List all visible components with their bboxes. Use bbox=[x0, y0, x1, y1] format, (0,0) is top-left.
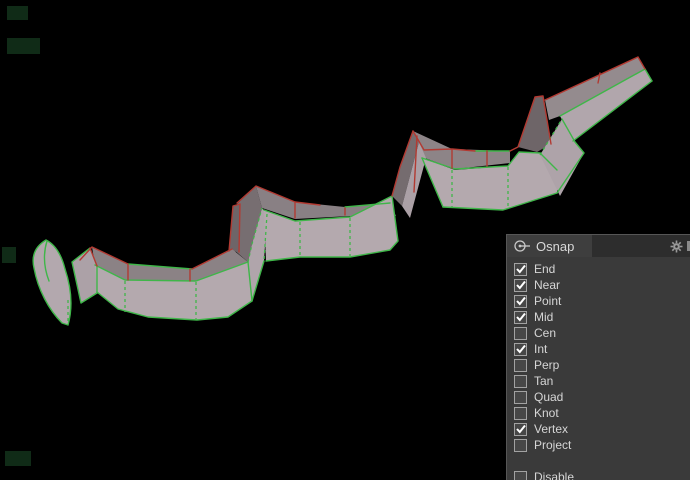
osnap-option-label: Knot bbox=[534, 406, 559, 420]
osnap-option-label: Int bbox=[534, 342, 548, 356]
wall-front-faces[interactable] bbox=[33, 69, 652, 325]
osnap-option-row: Disable bbox=[507, 469, 690, 480]
osnap-option-row: Knot bbox=[507, 405, 690, 421]
green-dashed-edges bbox=[67, 118, 563, 324]
gear-icon[interactable] bbox=[670, 240, 683, 253]
osnap-panel-header: Osnap bbox=[507, 235, 690, 257]
osnap-option-row: Point bbox=[507, 293, 690, 309]
osnap-option-row: Near bbox=[507, 277, 690, 293]
checkbox-disable[interactable] bbox=[514, 470, 527, 480]
corner-marker bbox=[7, 38, 40, 54]
osnap-option-label: Quad bbox=[534, 390, 564, 404]
osnap-option-label: Tan bbox=[534, 374, 554, 388]
osnap-option-label: Perp bbox=[534, 358, 560, 372]
osnap-option-label: Disable bbox=[534, 470, 575, 480]
osnap-option-row: End bbox=[507, 261, 690, 277]
osnap-option-label: Mid bbox=[534, 310, 554, 324]
osnap-option-row: Int bbox=[507, 341, 690, 357]
osnap-option-label: Near bbox=[534, 278, 561, 292]
osnap-option-row: Perp bbox=[507, 357, 690, 373]
osnap-option-label: Vertex bbox=[534, 422, 569, 436]
corner-marker bbox=[7, 6, 28, 20]
osnap-tab-label: Osnap bbox=[536, 238, 575, 254]
osnap-option-row: Project bbox=[507, 437, 690, 453]
checkbox-perp[interactable] bbox=[514, 358, 527, 372]
checkbox-near[interactable] bbox=[514, 278, 527, 292]
osnap-option-label: Point bbox=[534, 294, 562, 308]
checkbox-tan[interactable] bbox=[514, 374, 527, 388]
checkbox-int[interactable] bbox=[514, 342, 527, 356]
osnap-option-row: Tan bbox=[507, 373, 690, 389]
osnap-option-label: Project bbox=[534, 438, 572, 452]
osnap-option-row: Vertex bbox=[507, 421, 690, 437]
cutoff-icon-sliver bbox=[687, 241, 690, 251]
checkbox-project[interactable] bbox=[514, 438, 527, 452]
green-selected-edges bbox=[32, 68, 653, 326]
osnap-options: End Near Point Mid Cen Int Perp Tan Quad Knot Vert… bbox=[507, 257, 690, 480]
checkbox-knot[interactable] bbox=[514, 406, 527, 420]
options-spacer bbox=[507, 453, 690, 469]
checkbox-mid[interactable] bbox=[514, 310, 527, 324]
corner-marker bbox=[5, 451, 31, 466]
osnap-option-label: Cen bbox=[534, 326, 557, 340]
tab-osnap[interactable]: Osnap bbox=[507, 235, 592, 257]
osnap-option-row: Quad bbox=[507, 389, 690, 405]
corner-marker bbox=[2, 247, 16, 263]
checkbox-cen[interactable] bbox=[514, 326, 527, 340]
checkbox-point[interactable] bbox=[514, 294, 527, 308]
osnap-option-row: Mid bbox=[507, 309, 690, 325]
checkbox-vertex[interactable] bbox=[514, 422, 527, 436]
checkbox-end[interactable] bbox=[514, 262, 527, 276]
checkbox-quad[interactable] bbox=[514, 390, 527, 404]
osnap-option-row: Cen bbox=[507, 325, 690, 341]
red-edges bbox=[79, 56, 646, 282]
osnap-option-label: End bbox=[534, 262, 556, 276]
osnap-target-icon bbox=[514, 240, 530, 252]
osnap-panel: Osnap End Near Point Mid Cen Int Perp Tan Quad Kn… bbox=[506, 234, 690, 480]
